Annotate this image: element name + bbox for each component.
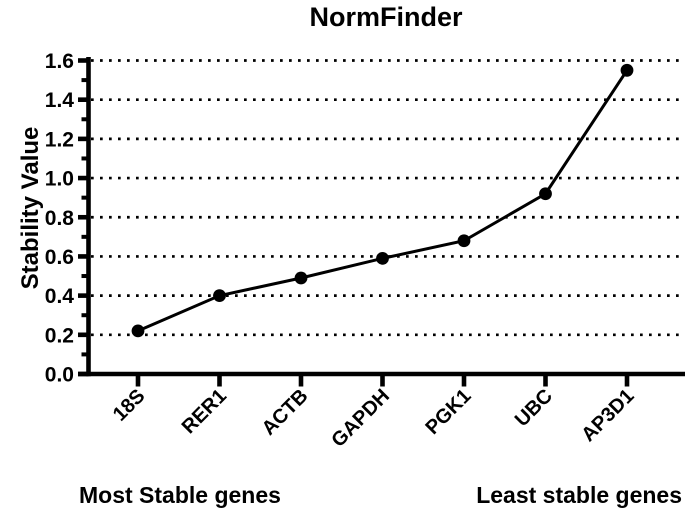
x-tick-label: GAPDH [327,385,394,452]
caption-most-stable: Most Stable genes [79,482,281,508]
y-axis-label: Stability Value [17,127,44,290]
data-point [457,234,471,248]
data-point [294,271,308,285]
y-tick-label: 1.0 [45,168,74,191]
x-tick-label: ACTB [258,385,313,440]
data-point [213,289,226,303]
caption-least-stable: Least stable genes [476,482,682,508]
y-tick-label: 0.0 [45,364,74,387]
y-tick-label: 1.2 [45,128,74,151]
y-tick-label: 0.4 [45,285,75,308]
x-tick-label: UBC [511,385,557,431]
y-tick-label: 0.6 [45,246,74,269]
y-tick-label: 1.6 [45,50,74,73]
y-tick-label: 0.2 [45,324,74,347]
data-point [620,63,634,77]
x-tick-label: 18S [109,385,150,426]
y-tick-label: 1.4 [45,89,75,112]
y-tick-label: 0.8 [45,207,75,230]
chart-title: NormFinder [309,2,463,32]
data-point [131,324,145,338]
data-point [376,251,389,265]
x-tick-label: RER1 [178,385,231,438]
x-tick-label: AP3D1 [577,385,638,446]
chart-generated-layer: 0.0 0.2 0.4 0.6 0.8 1.0 1.2 1.4 1.6 18S RER1 ACTB GA… [45,50,685,452]
data-line [137,69,629,333]
x-tick-label: PGK1 [421,385,475,439]
data-point [539,187,552,201]
